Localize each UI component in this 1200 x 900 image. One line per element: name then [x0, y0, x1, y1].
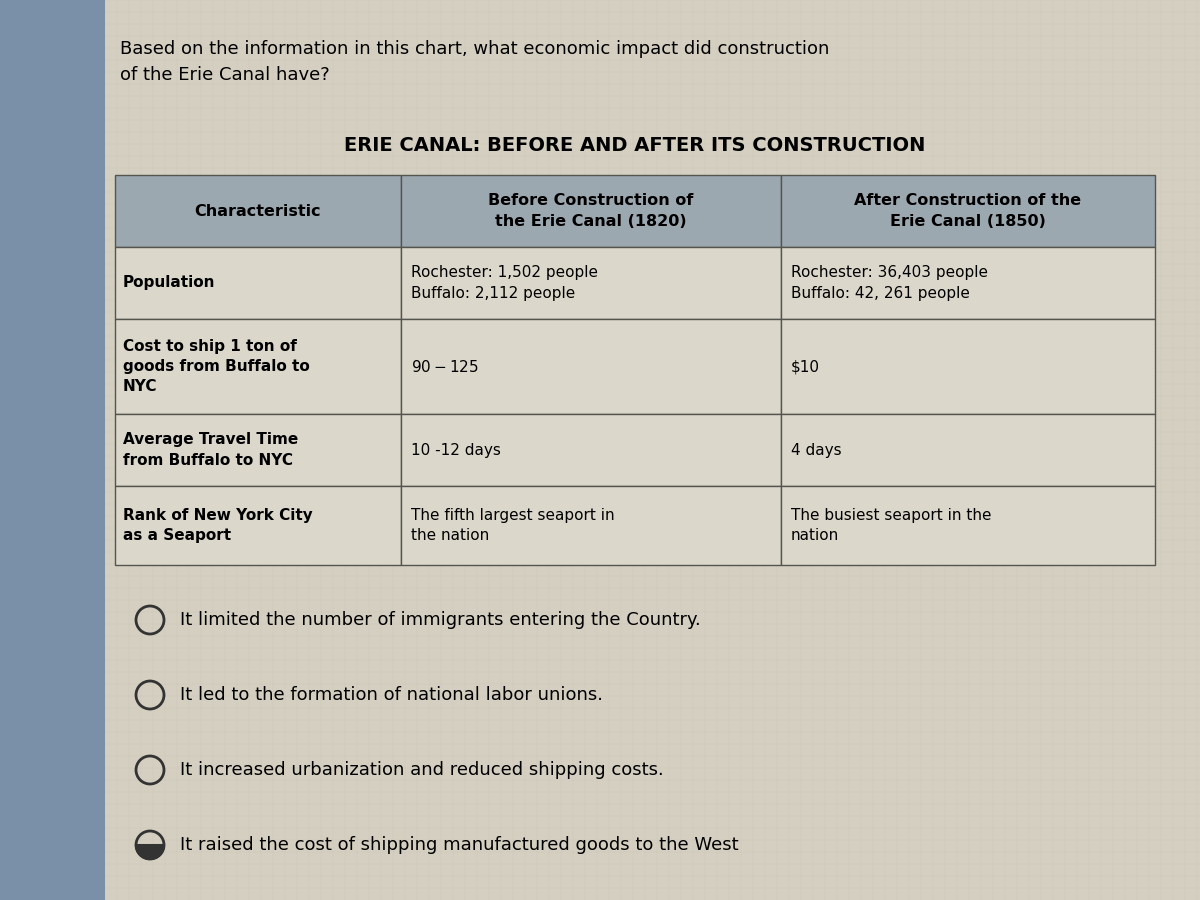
Text: Before Construction of
the Erie Canal (1820): Before Construction of the Erie Canal (1… [488, 194, 694, 229]
Bar [401, 175, 780, 247]
Bar [115, 247, 401, 319]
Text: The fifth largest seaport in
the nation: The fifth largest seaport in the nation [410, 508, 614, 544]
Bar [115, 319, 401, 414]
Wedge shape [136, 845, 164, 859]
Text: Rochester: 36,403 people
Buffalo: 42, 261 people: Rochester: 36,403 people Buffalo: 42, 26… [791, 266, 988, 301]
Bar [401, 414, 780, 486]
Text: 4 days: 4 days [791, 443, 841, 457]
Text: $90 - $125: $90 - $125 [410, 358, 479, 374]
Text: It limited the number of immigrants entering the Country.: It limited the number of immigrants ente… [180, 611, 701, 629]
Bar [401, 319, 780, 414]
Text: Characteristic: Characteristic [194, 203, 322, 219]
Bar [401, 247, 780, 319]
Bar [401, 486, 780, 565]
Text: It led to the formation of national labor unions.: It led to the formation of national labo… [180, 686, 604, 704]
Text: It raised the cost of shipping manufactured goods to the West: It raised the cost of shipping manufactu… [180, 836, 739, 854]
Bar [780, 175, 1154, 247]
Bar [0, 0, 106, 900]
Text: ERIE CANAL: BEFORE AND AFTER ITS CONSTRUCTION: ERIE CANAL: BEFORE AND AFTER ITS CONSTRU… [344, 136, 925, 155]
Bar [115, 414, 401, 486]
Bar [780, 247, 1154, 319]
Bar [780, 486, 1154, 565]
Text: After Construction of the
Erie Canal (1850): After Construction of the Erie Canal (18… [854, 194, 1081, 229]
Bar [780, 319, 1154, 414]
Text: Population: Population [124, 275, 216, 291]
Bar [780, 414, 1154, 486]
Text: Based on the information in this chart, what economic impact did construction
of: Based on the information in this chart, … [120, 40, 829, 85]
Text: Cost to ship 1 ton of
goods from Buffalo to
NYC: Cost to ship 1 ton of goods from Buffalo… [124, 338, 310, 394]
Text: 10 -12 days: 10 -12 days [410, 443, 500, 457]
Text: It increased urbanization and reduced shipping costs.: It increased urbanization and reduced sh… [180, 761, 664, 779]
Text: Rochester: 1,502 people
Buffalo: 2,112 people: Rochester: 1,502 people Buffalo: 2,112 p… [410, 266, 598, 301]
Text: The busiest seaport in the
nation: The busiest seaport in the nation [791, 508, 991, 544]
Text: Rank of New York City
as a Seaport: Rank of New York City as a Seaport [124, 508, 313, 544]
Bar [115, 175, 401, 247]
Text: $10: $10 [791, 359, 820, 374]
Bar [115, 486, 401, 565]
Text: Average Travel Time
from Buffalo to NYC: Average Travel Time from Buffalo to NYC [124, 432, 299, 468]
